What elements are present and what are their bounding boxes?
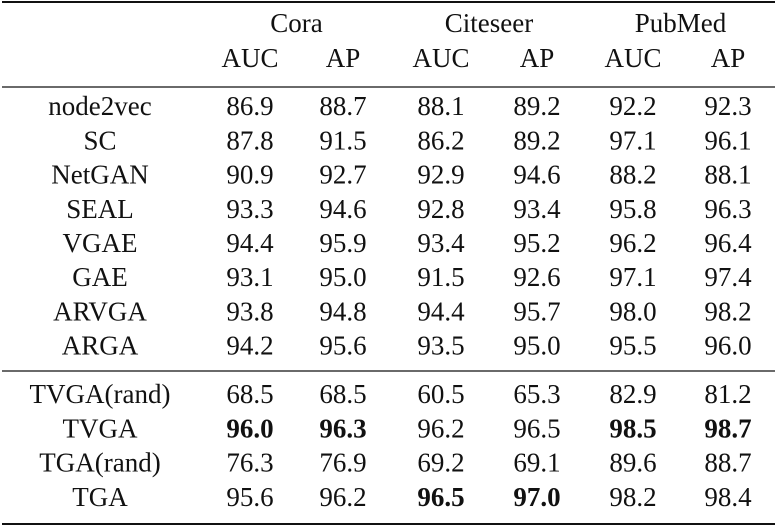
cell: 97.1	[609, 262, 656, 292]
cell: 95.6	[319, 331, 366, 361]
cell: 96.1	[704, 125, 751, 155]
cell: 68.5	[226, 379, 273, 409]
row-label: ARVGA	[53, 296, 147, 326]
cell: 98.7	[704, 413, 751, 443]
cell: 95.7	[513, 296, 560, 326]
cell: 94.2	[226, 331, 273, 361]
cell: 94.8	[319, 296, 366, 326]
cell: 88.1	[704, 160, 751, 190]
column-header: AP	[711, 43, 746, 73]
cell: 98.2	[704, 296, 751, 326]
cell: 65.3	[513, 379, 560, 409]
cell: 97.1	[609, 125, 656, 155]
cell: 92.6	[513, 262, 560, 292]
cell: 94.4	[417, 296, 465, 326]
cell: 98.4	[704, 482, 752, 512]
cell: 95.6	[226, 482, 273, 512]
cell: 76.9	[319, 448, 366, 478]
cell: 69.2	[417, 448, 464, 478]
cell: 95.0	[513, 331, 560, 361]
cell: 81.2	[704, 379, 751, 409]
row-label: NetGAN	[51, 160, 148, 190]
column-header: AP	[520, 43, 555, 73]
cell: 89.2	[513, 91, 560, 121]
cell: 95.2	[513, 228, 560, 258]
cell: 96.0	[226, 413, 273, 443]
cell: 95.0	[319, 262, 366, 292]
cell: 91.5	[319, 125, 366, 155]
cell: 97.4	[704, 262, 752, 292]
column-header: AUC	[412, 43, 469, 73]
cell: 93.1	[226, 262, 273, 292]
cell: 96.4	[704, 228, 752, 258]
cell: 98.5	[609, 413, 656, 443]
cell: 89.6	[609, 448, 656, 478]
cell: 90.9	[226, 160, 273, 190]
row-label: TGA(rand)	[39, 448, 160, 478]
cell: 95.8	[609, 194, 656, 224]
column-header: AUC	[221, 43, 278, 73]
cell: 96.5	[513, 413, 560, 443]
cell: 60.5	[417, 379, 464, 409]
cell: 86.2	[417, 125, 464, 155]
cell: 88.7	[704, 448, 751, 478]
cell: 96.0	[704, 331, 751, 361]
cell: 94.6	[513, 160, 560, 190]
row-label: TGA	[72, 482, 128, 512]
column-header: AUC	[604, 43, 661, 73]
cell: 89.2	[513, 125, 560, 155]
cell: 92.3	[704, 91, 751, 121]
cell: 87.8	[226, 125, 273, 155]
row-label: SC	[83, 125, 116, 155]
cell: 82.9	[609, 379, 656, 409]
cell: 93.4	[417, 228, 465, 258]
cell: 92.7	[319, 160, 366, 190]
cell: 92.2	[609, 91, 656, 121]
cell: 93.4	[513, 194, 561, 224]
cell: 92.8	[417, 194, 464, 224]
row-label: SEAL	[66, 194, 134, 224]
cell: 94.4	[226, 228, 274, 258]
row-label: VGAE	[63, 228, 138, 258]
cell: 95.9	[319, 228, 366, 258]
column-header: AP	[326, 43, 361, 73]
cell: 96.3	[319, 413, 366, 443]
cell: 96.2	[609, 228, 656, 258]
cell: 96.5	[417, 482, 464, 512]
cell: 98.2	[609, 482, 656, 512]
row-label: node2vec	[48, 91, 151, 121]
cell: 98.0	[609, 296, 656, 326]
cell: 88.1	[417, 91, 464, 121]
cell: 93.3	[226, 194, 273, 224]
cell: 92.9	[417, 160, 464, 190]
cell: 91.5	[417, 262, 464, 292]
cell: 96.2	[417, 413, 464, 443]
cell: 93.8	[226, 296, 273, 326]
cell: 88.2	[609, 160, 656, 190]
cell: 69.1	[513, 448, 560, 478]
cell: 96.3	[704, 194, 751, 224]
cell: 88.7	[319, 91, 366, 121]
group-header: Citeseer	[445, 8, 533, 38]
cell: 95.5	[609, 331, 656, 361]
group-header: Cora	[270, 8, 323, 38]
cell: 96.2	[319, 482, 366, 512]
cell: 97.0	[513, 482, 560, 512]
row-label: ARGA	[62, 331, 139, 361]
row-label: TVGA	[63, 413, 138, 443]
group-header: PubMed	[635, 8, 727, 38]
row-label: TVGA(rand)	[30, 379, 171, 409]
cell: 76.3	[226, 448, 273, 478]
cell: 68.5	[319, 379, 366, 409]
cell: 94.6	[319, 194, 366, 224]
row-label: GAE	[72, 262, 128, 292]
cell: 93.5	[417, 331, 464, 361]
cell: 86.9	[226, 91, 273, 121]
